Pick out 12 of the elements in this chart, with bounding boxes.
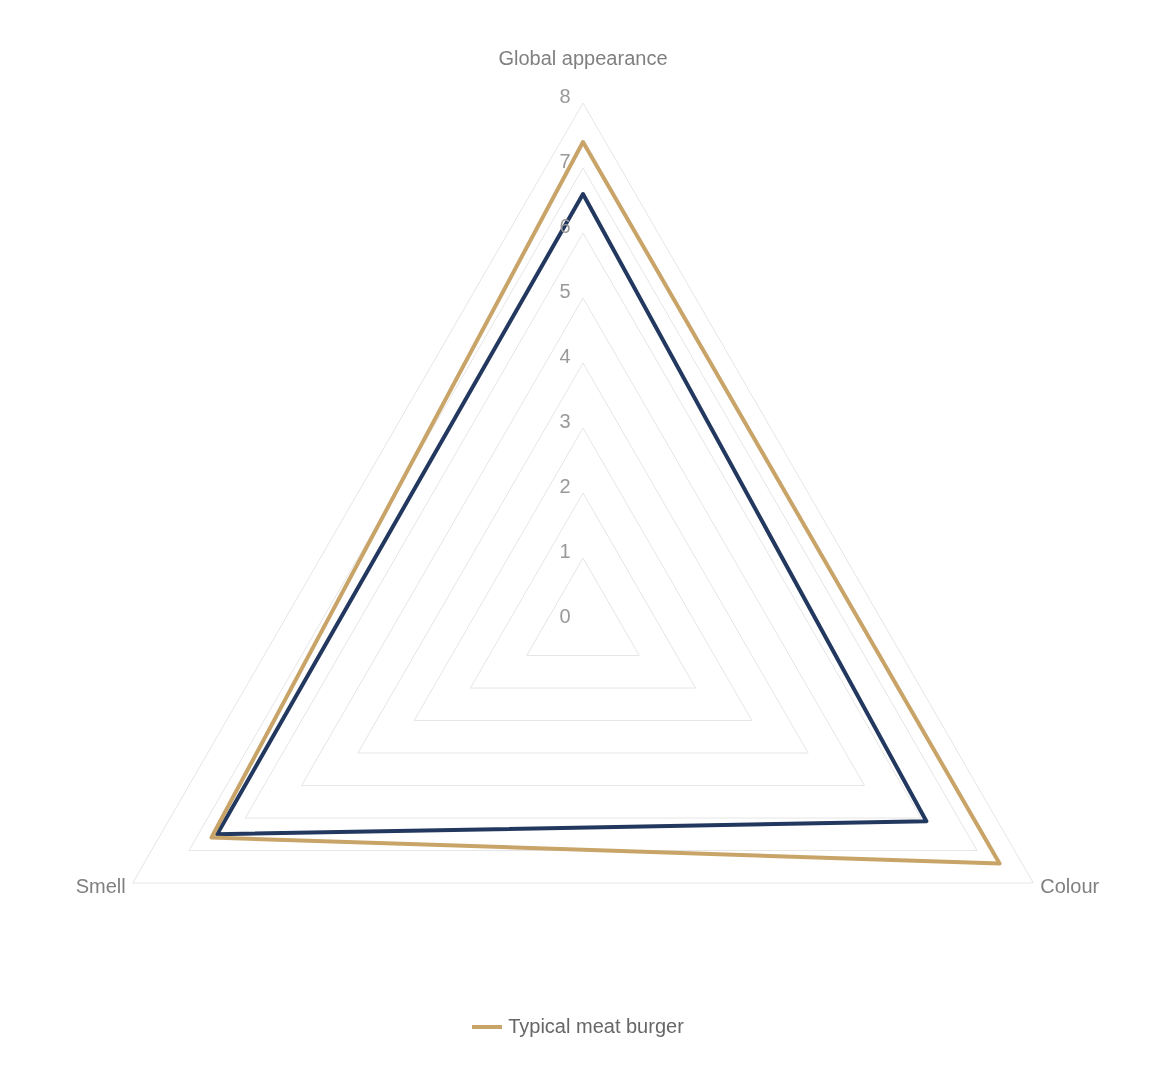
y-tick-label: 4 [559, 345, 571, 367]
y-tick-label: 5 [559, 280, 571, 302]
y-tick-label: 0 [559, 605, 571, 627]
y-tick-label: 3 [559, 410, 571, 432]
spoke-label: Global appearance [498, 47, 668, 69]
legend-label: Typical meat burger [507, 1015, 684, 1038]
y-tick-label: 7 [559, 150, 571, 172]
y-tick-label: 8 [559, 85, 571, 107]
y-tick-label: 2 [559, 475, 571, 497]
spoke-label: Smell [75, 875, 126, 897]
spoke-label: Colour [1040, 875, 1100, 897]
y-tick-label: 1 [559, 540, 571, 562]
